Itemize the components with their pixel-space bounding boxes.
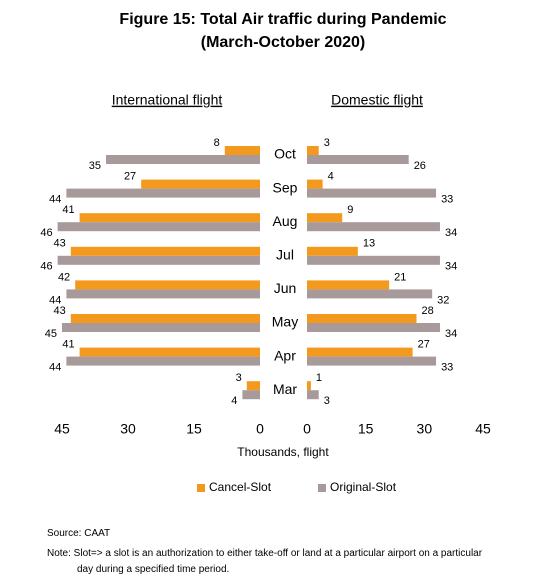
category-label: Jun xyxy=(274,280,297,296)
x-tick-label: 30 xyxy=(417,421,433,437)
x-tick-label: 0 xyxy=(303,421,311,437)
data-label: 44 xyxy=(49,294,61,306)
source: Source: CAAT xyxy=(47,528,111,539)
bar xyxy=(307,390,319,400)
bar xyxy=(242,390,260,400)
data-label: 34 xyxy=(445,227,457,239)
chart-title: Figure 15: Total Air traffic during Pand… xyxy=(119,11,446,28)
category-label: Aug xyxy=(273,213,298,229)
bar xyxy=(79,347,260,357)
data-label: 27 xyxy=(124,171,136,183)
data-label: 42 xyxy=(58,271,70,283)
data-label: 43 xyxy=(54,305,66,317)
data-label: 44 xyxy=(49,362,61,374)
bar xyxy=(307,255,440,265)
bar xyxy=(75,280,260,290)
data-label: 34 xyxy=(445,328,457,340)
data-label: 3 xyxy=(324,395,330,407)
data-label: 46 xyxy=(40,261,52,273)
category-label: Apr xyxy=(274,347,296,363)
panel-title: International flight xyxy=(112,92,223,108)
category-label: Jul xyxy=(276,247,294,263)
bar xyxy=(62,323,260,332)
bar xyxy=(70,314,260,323)
bar xyxy=(141,179,260,189)
data-label: 43 xyxy=(54,238,66,250)
bar xyxy=(307,323,440,332)
bar xyxy=(307,155,409,164)
data-label: 41 xyxy=(62,204,74,216)
data-label: 35 xyxy=(89,160,101,172)
data-label: 4 xyxy=(328,171,334,183)
bar xyxy=(307,280,390,290)
data-label: 41 xyxy=(62,339,74,351)
data-label: 26 xyxy=(414,160,426,172)
data-label: 3 xyxy=(324,137,330,149)
data-label: 28 xyxy=(422,305,434,317)
bar xyxy=(307,356,437,366)
bar xyxy=(307,188,437,198)
category-label: Mar xyxy=(273,381,297,397)
data-label: 44 xyxy=(49,194,61,206)
bar xyxy=(224,146,260,155)
data-label: 45 xyxy=(45,328,57,340)
panel-title: Domestic flight xyxy=(331,92,423,108)
data-label: 33 xyxy=(441,194,453,206)
x-tick-label: 0 xyxy=(256,421,264,437)
legend-label: Original-Slot xyxy=(330,480,397,494)
legend-swatch xyxy=(318,484,326,492)
x-axis-label: Thousands, flight xyxy=(237,445,329,459)
data-label: 9 xyxy=(347,204,353,216)
bar xyxy=(66,356,261,366)
bar xyxy=(106,155,260,164)
data-label: 4 xyxy=(231,395,237,407)
data-label: 8 xyxy=(214,137,220,149)
bar xyxy=(307,213,343,223)
bar xyxy=(307,314,417,323)
data-label: 46 xyxy=(40,227,52,239)
bar xyxy=(307,222,440,232)
bar xyxy=(246,381,260,391)
data-label: 34 xyxy=(445,261,457,273)
data-label: 32 xyxy=(437,294,449,306)
bar xyxy=(307,347,413,357)
bar xyxy=(307,179,323,189)
chart: Figure 15: Total Air traffic during Pand… xyxy=(40,11,491,494)
chart-subtitle: (March-October 2020) xyxy=(201,34,366,51)
data-label: 33 xyxy=(441,362,453,374)
note: Note: Slot=> a slot is an authorization … xyxy=(47,548,483,575)
category-label: Oct xyxy=(274,146,296,162)
data-label: 27 xyxy=(418,339,430,351)
bar xyxy=(307,146,319,155)
bar xyxy=(307,381,311,391)
x-tick-label: 15 xyxy=(358,421,374,437)
legend-swatch xyxy=(197,484,205,492)
data-label: 21 xyxy=(394,271,406,283)
data-label: 13 xyxy=(363,238,375,250)
data-label: 3 xyxy=(236,372,242,384)
bar xyxy=(66,188,261,198)
bar xyxy=(57,222,260,232)
x-tick-label: 30 xyxy=(120,421,136,437)
x-tick-label: 45 xyxy=(475,421,491,437)
bar xyxy=(57,255,260,265)
bar xyxy=(79,213,260,223)
x-tick-label: 15 xyxy=(186,421,202,437)
category-label: May xyxy=(272,314,298,330)
bar xyxy=(307,246,358,256)
category-label: Sep xyxy=(273,179,298,195)
data-label: 1 xyxy=(316,372,322,384)
bar xyxy=(66,289,261,299)
bar xyxy=(70,246,260,256)
legend-label: Cancel-Slot xyxy=(209,480,272,494)
x-tick-label: 45 xyxy=(54,421,70,437)
bar xyxy=(307,289,433,299)
